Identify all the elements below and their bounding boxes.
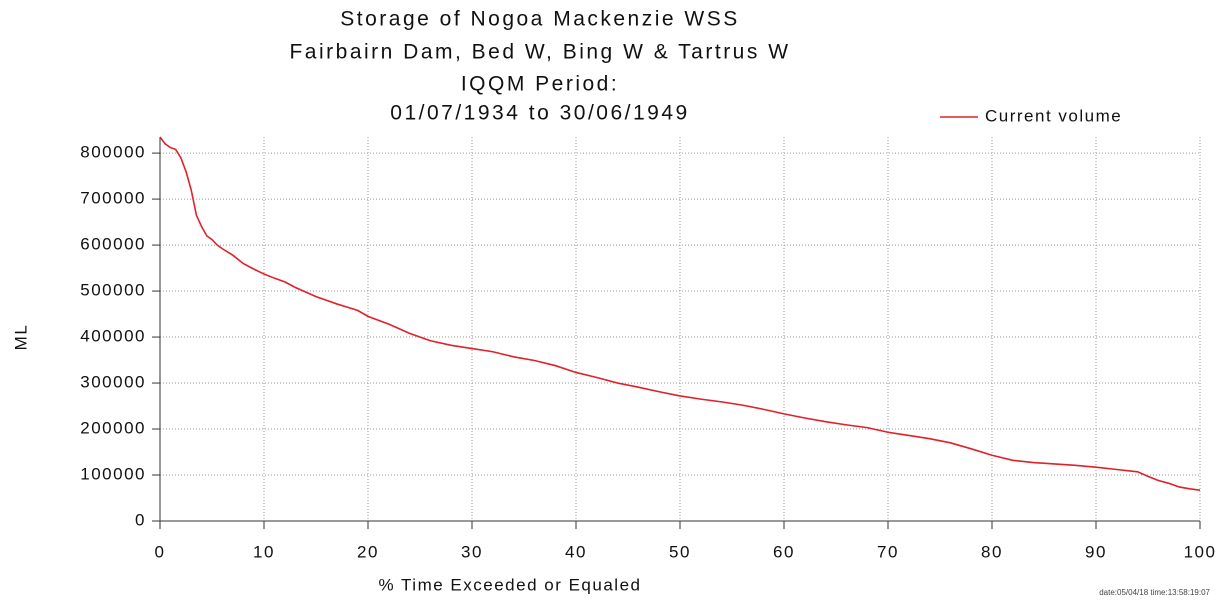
x-tick-label: 70 [877, 542, 899, 561]
x-axis-label: % Time Exceeded or Equaled [379, 575, 642, 594]
chart-title: IQQM Period: [461, 73, 619, 96]
legend-label: Current volume [985, 106, 1122, 125]
x-tick-label: 60 [773, 542, 795, 561]
data-line [159, 136, 1201, 491]
chart-title: 01/07/1934 to 30/06/1949 [390, 102, 689, 125]
x-tick-label: 90 [1085, 542, 1107, 561]
y-tick-label: 600000 [80, 235, 146, 254]
x-tick-label: 10 [253, 542, 275, 561]
y-tick-label: 200000 [80, 419, 146, 438]
y-tick-label: 700000 [80, 189, 146, 208]
x-tick-label: 40 [565, 542, 587, 561]
x-tick-label: 20 [357, 542, 379, 561]
y-tick-label: 300000 [80, 373, 146, 392]
x-tick-label: 0 [155, 542, 166, 561]
x-tick-label: 30 [461, 542, 483, 561]
chart-title: Storage of Nogoa Mackenzie WSS [340, 8, 740, 31]
x-tick-label: 50 [669, 542, 691, 561]
y-tick-label: 400000 [80, 327, 146, 346]
x-tick-label: 100 [1184, 542, 1217, 561]
y-tick-label: 800000 [80, 143, 146, 162]
chart-title: Fairbairn Dam, Bed W, Bing W & Tartrus W [289, 41, 790, 64]
x-tick-label: 80 [981, 542, 1003, 561]
y-tick-label: 100000 [80, 464, 146, 483]
y-tick-label: 500000 [80, 281, 146, 300]
y-axis-label: ML [11, 324, 30, 351]
footnote: date:05/04/18 time:13:58:19:07 [1099, 588, 1210, 597]
y-tick-label: 0 [135, 510, 146, 529]
